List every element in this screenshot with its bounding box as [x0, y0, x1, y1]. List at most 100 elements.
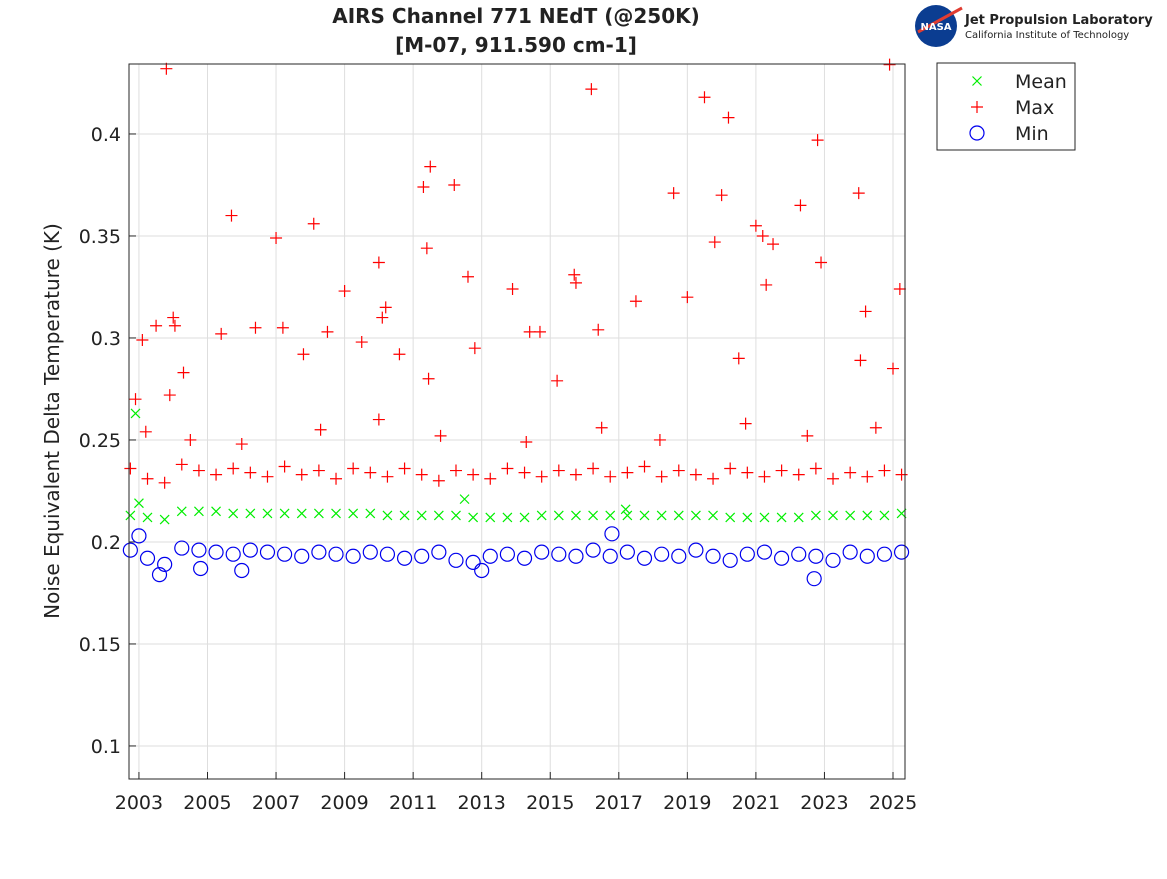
point: [698, 91, 711, 104]
point: [297, 348, 310, 361]
point: [619, 544, 635, 560]
point: [519, 512, 530, 523]
point: [277, 546, 293, 562]
point: [249, 321, 262, 334]
point: [131, 528, 147, 544]
point: [270, 232, 283, 245]
point: [568, 548, 584, 564]
point: [396, 550, 413, 566]
point: [809, 462, 822, 475]
point: [602, 548, 618, 564]
point: [244, 466, 257, 479]
point: [688, 542, 704, 558]
point: [242, 542, 258, 558]
point: [482, 548, 498, 564]
point: [878, 464, 891, 477]
point: [844, 466, 857, 479]
point: [722, 111, 735, 124]
point: [130, 408, 141, 419]
point: [893, 283, 906, 296]
point: [365, 508, 376, 519]
x-tick-label: 2003: [115, 792, 163, 814]
point: [193, 506, 204, 517]
point: [215, 327, 228, 340]
point: [895, 468, 908, 481]
point: [756, 229, 769, 242]
point: [705, 548, 721, 564]
point: [142, 512, 153, 523]
point: [432, 474, 445, 487]
point: [653, 433, 666, 446]
legend-label: Max: [1015, 97, 1054, 119]
point: [876, 546, 893, 562]
x-tick-label: 2011: [389, 792, 437, 814]
point: [801, 429, 814, 442]
point: [312, 464, 325, 477]
point: [708, 236, 721, 249]
point: [345, 548, 361, 564]
point: [506, 283, 519, 296]
point: [227, 462, 240, 475]
point: [629, 295, 642, 308]
x-tick-label: 2021: [732, 792, 780, 814]
point: [523, 325, 536, 338]
point: [806, 571, 822, 587]
point: [879, 510, 890, 521]
point: [228, 508, 239, 519]
point: [157, 556, 173, 572]
x-tick-label: 2017: [595, 792, 643, 814]
point: [825, 552, 841, 568]
point: [722, 552, 738, 568]
point: [176, 506, 187, 517]
point: [422, 372, 435, 385]
point: [434, 429, 447, 442]
point: [433, 510, 444, 521]
point: [739, 546, 755, 562]
point: [193, 560, 209, 577]
point: [141, 472, 154, 485]
point: [448, 552, 464, 568]
point: [177, 366, 190, 379]
point: [776, 512, 787, 523]
point: [372, 256, 385, 269]
point: [654, 546, 670, 562]
point: [604, 526, 620, 542]
point: [364, 466, 377, 479]
point: [792, 468, 805, 481]
point: [587, 462, 600, 475]
point: [739, 417, 752, 430]
series-0: [125, 408, 907, 525]
point: [636, 550, 653, 566]
point: [468, 342, 481, 355]
point: [887, 362, 900, 375]
logo-badge: NASA: [920, 22, 951, 33]
point: [210, 468, 223, 481]
chart-subtitle: [M-07, 911.590 cm-1]: [395, 33, 637, 57]
point: [417, 181, 430, 194]
point: [605, 510, 616, 521]
point: [461, 270, 474, 283]
point: [451, 510, 461, 521]
point: [376, 311, 389, 324]
point: [520, 436, 533, 449]
point: [569, 468, 582, 481]
point: [689, 468, 702, 481]
point: [502, 512, 513, 523]
point: [585, 83, 598, 96]
point: [551, 374, 564, 387]
point: [854, 354, 867, 367]
point: [883, 58, 896, 71]
point: [861, 470, 874, 483]
point: [859, 548, 875, 564]
point: [673, 510, 684, 521]
point: [150, 319, 163, 332]
point: [424, 160, 437, 173]
point: [671, 548, 687, 564]
point: [234, 562, 250, 579]
x-tick-label: 2023: [800, 792, 848, 814]
point: [474, 562, 490, 579]
logo-name: Jet Propulsion Laboratory: [964, 13, 1153, 28]
point: [398, 462, 411, 475]
point: [760, 278, 773, 291]
point: [604, 470, 617, 483]
